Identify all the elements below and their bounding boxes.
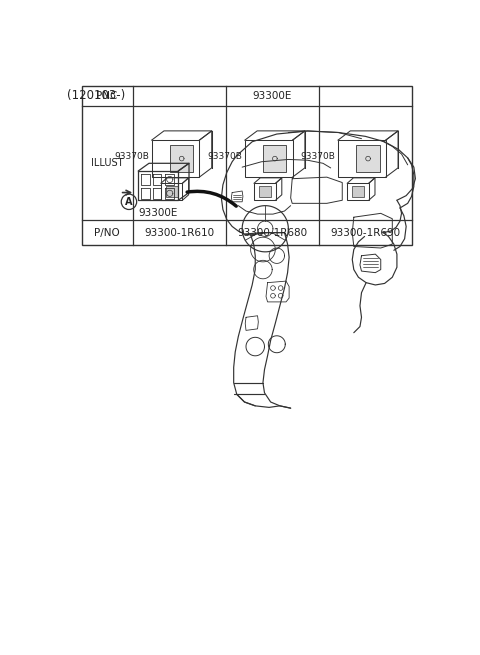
- Bar: [166, 186, 178, 197]
- Text: 93300-1R680: 93300-1R680: [238, 228, 308, 238]
- Bar: [264, 145, 287, 172]
- Text: 93300E: 93300E: [253, 91, 292, 101]
- Bar: [161, 183, 182, 200]
- Bar: [82, 86, 412, 245]
- Bar: [254, 183, 276, 200]
- Text: ILLUST: ILLUST: [91, 159, 123, 168]
- Bar: [352, 186, 364, 197]
- Text: P/NO: P/NO: [94, 228, 120, 238]
- Bar: [152, 140, 199, 177]
- Text: 93300E: 93300E: [139, 208, 178, 218]
- Text: 93300-1R610: 93300-1R610: [144, 228, 215, 238]
- Bar: [245, 140, 293, 177]
- Text: A: A: [125, 196, 132, 207]
- Text: 93370B: 93370B: [208, 152, 242, 161]
- Text: (120103-): (120103-): [67, 89, 126, 102]
- Bar: [170, 145, 193, 172]
- Bar: [259, 186, 271, 197]
- Text: PNC: PNC: [96, 91, 118, 101]
- Bar: [357, 145, 380, 172]
- Text: 93300-1R690: 93300-1R690: [331, 228, 401, 238]
- Bar: [338, 140, 386, 177]
- Text: 93370B: 93370B: [115, 152, 149, 161]
- Text: 93370B: 93370B: [301, 152, 336, 161]
- Bar: [347, 183, 369, 200]
